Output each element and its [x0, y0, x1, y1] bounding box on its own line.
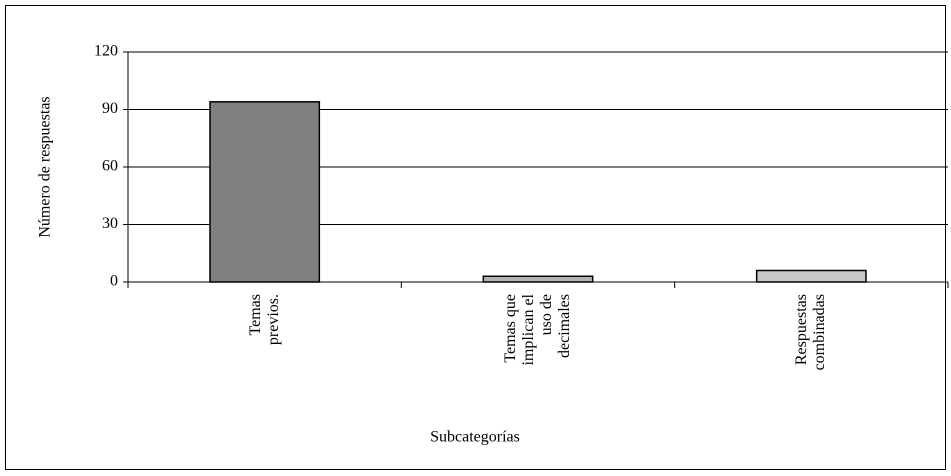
y-tick-label: 90: [102, 100, 118, 117]
bar: [209, 101, 321, 283]
y-axis-label: Número de respuestas: [37, 96, 54, 237]
y-tick-label: 0: [110, 273, 118, 290]
chart-frame: [5, 5, 946, 470]
x-tick-label: Respuestas combinadas: [793, 294, 829, 371]
bar: [482, 275, 594, 283]
y-tick-label: 30: [102, 215, 118, 232]
x-axis-label: Subcategorías: [430, 429, 520, 446]
bar: [755, 269, 867, 283]
y-tick-label: 120: [94, 43, 118, 60]
x-tick-label: Temas que implican el uso de decimales: [502, 294, 573, 366]
x-tick-label: Temas previos.: [246, 294, 282, 346]
y-tick-label: 60: [102, 158, 118, 175]
